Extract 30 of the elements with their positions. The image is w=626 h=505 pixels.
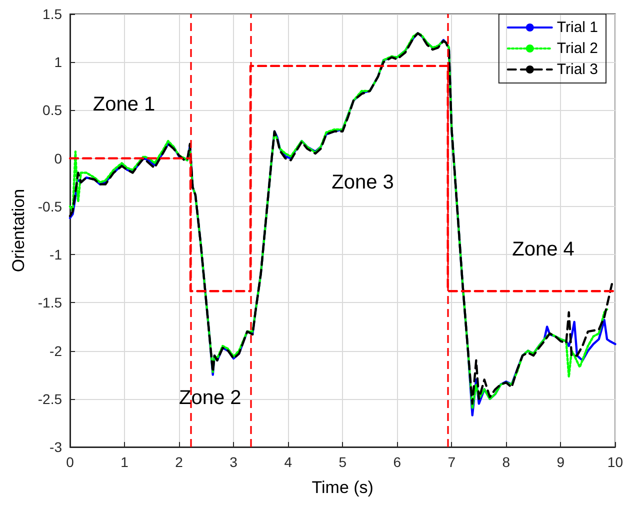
annotation: Zone 2 bbox=[178, 386, 242, 409]
x-tick-label: 7 bbox=[448, 454, 456, 470]
legend-label: Trial 1 bbox=[556, 19, 598, 36]
y-tick-label: -2 bbox=[50, 342, 62, 359]
y-tick-label: 1.5 bbox=[42, 6, 62, 22]
x-tick-label: 1 bbox=[120, 454, 129, 470]
x-tick-label: 0 bbox=[66, 454, 74, 470]
annotation: Zone 1 bbox=[92, 93, 156, 116]
y-tick-label: 0 bbox=[54, 150, 62, 166]
y-tick-label: -2.5 bbox=[38, 390, 62, 407]
x-tick-label: 6 bbox=[393, 454, 402, 470]
y-tick-label: -3 bbox=[50, 439, 62, 455]
y-tick-label: -1.5 bbox=[38, 294, 62, 311]
x-tick-label: 9 bbox=[556, 454, 565, 470]
annotation: Zone 3 bbox=[332, 171, 394, 194]
x-tick-label: 10 bbox=[607, 454, 624, 470]
annotation: Zone 4 bbox=[512, 238, 574, 261]
y-tick-label: -0.5 bbox=[38, 198, 62, 214]
y-tick-label: 0.5 bbox=[42, 102, 62, 118]
x-axis-title: Time (s) bbox=[312, 478, 374, 497]
x-tick-label: 5 bbox=[338, 454, 347, 470]
x-tick-label: 2 bbox=[175, 454, 184, 470]
legend-label: Trial 3 bbox=[556, 61, 598, 78]
y-tick-label: -1 bbox=[50, 246, 62, 263]
x-tick-label: 8 bbox=[502, 454, 510, 470]
legend-label: Trial 2 bbox=[556, 40, 598, 57]
y-tick-label: 1 bbox=[54, 54, 62, 70]
x-tick-label: 4 bbox=[284, 454, 292, 470]
y-axis-title: Orientation bbox=[8, 188, 28, 272]
x-tick-label: 3 bbox=[230, 454, 238, 470]
